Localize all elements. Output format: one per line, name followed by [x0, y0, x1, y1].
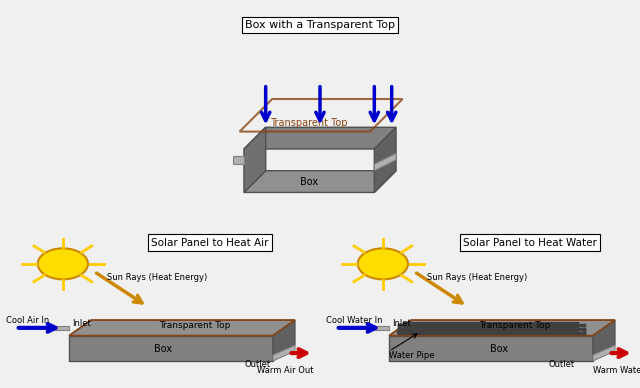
Polygon shape — [69, 336, 273, 361]
Text: Solar Panel to Heat Air: Solar Panel to Heat Air — [152, 237, 269, 248]
Polygon shape — [273, 345, 295, 361]
Text: Box with a Transparent Top: Box with a Transparent Top — [245, 20, 395, 30]
Polygon shape — [593, 320, 615, 361]
Polygon shape — [69, 320, 295, 336]
Text: Outlet: Outlet — [548, 360, 575, 369]
Text: Box: Box — [300, 177, 318, 187]
Polygon shape — [374, 326, 389, 330]
Polygon shape — [54, 326, 69, 330]
Text: Solar Panel to Heat Water: Solar Panel to Heat Water — [463, 237, 597, 248]
Text: Transparent Top: Transparent Top — [270, 118, 348, 128]
Text: Warm Air Out: Warm Air Out — [257, 366, 314, 375]
Text: Cool Water In: Cool Water In — [326, 315, 383, 325]
Circle shape — [358, 248, 408, 279]
Polygon shape — [374, 153, 396, 171]
Polygon shape — [244, 127, 396, 149]
Text: Cool Air In: Cool Air In — [6, 315, 50, 325]
Polygon shape — [374, 127, 396, 192]
Text: Sun Rays (Heat Energy): Sun Rays (Heat Energy) — [107, 273, 207, 282]
Text: Box: Box — [154, 344, 172, 354]
Text: Transparent Top: Transparent Top — [479, 321, 550, 331]
Text: Inlet: Inlet — [72, 319, 91, 329]
Polygon shape — [593, 345, 615, 361]
Polygon shape — [389, 336, 593, 361]
Circle shape — [38, 248, 88, 279]
Polygon shape — [233, 156, 244, 164]
Text: Box: Box — [490, 344, 508, 354]
Polygon shape — [244, 171, 396, 192]
Text: Sun Rays (Heat Energy): Sun Rays (Heat Energy) — [427, 273, 527, 282]
Polygon shape — [389, 320, 615, 336]
Text: Outlet: Outlet — [244, 360, 270, 369]
Text: Inlet: Inlet — [392, 319, 411, 329]
Text: Transparent Top: Transparent Top — [159, 321, 230, 331]
Polygon shape — [273, 320, 295, 361]
Text: Water Pipe: Water Pipe — [389, 350, 435, 360]
Polygon shape — [244, 127, 266, 192]
Text: Warm Water Out: Warm Water Out — [593, 366, 640, 375]
